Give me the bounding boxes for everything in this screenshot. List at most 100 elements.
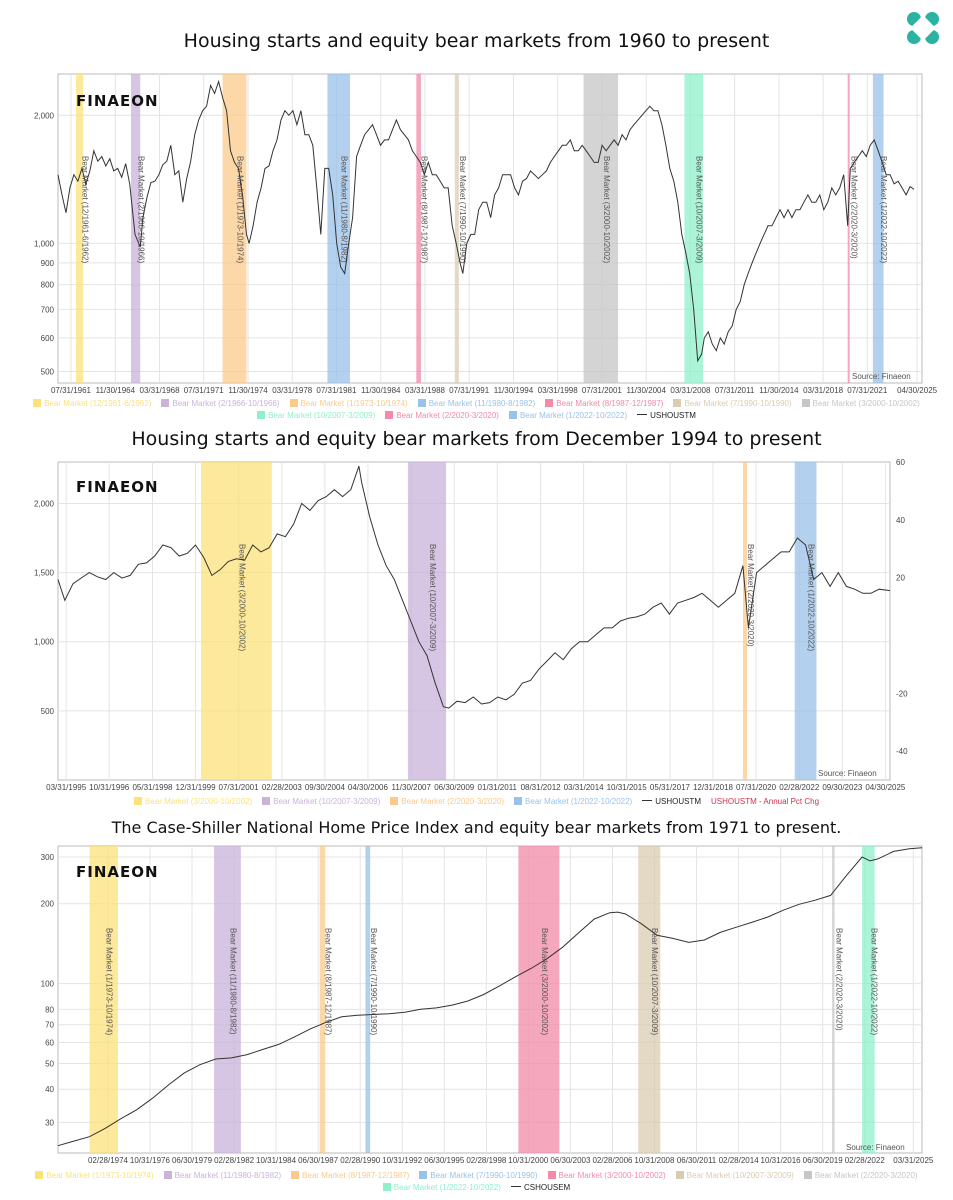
chart2-frame: [57, 461, 891, 781]
chart2-x-tick-label: 12/31/1999: [176, 783, 217, 792]
chart1-series-USHOUSTM: [57, 79, 915, 363]
legend-item[interactable]: Bear Market (1/2022-10/2022): [514, 796, 632, 808]
legend-label: Bear Market (8/1987-12/1987): [556, 399, 664, 408]
legend-item[interactable]: Bear Market (8/1987-12/1987): [291, 1170, 409, 1182]
chart1-bear-band-label: Bear Market (11/1980-8/1982): [340, 156, 349, 263]
chart3-y-tick-label: 100: [41, 980, 55, 989]
chart1-bear-band-label: Bear Market (2/1966-10/1966): [137, 156, 146, 264]
legend-item[interactable]: Bear Market (11/1980-8/1982): [417, 398, 535, 410]
legend-item[interactable]: Bear Market (10/2007-3/2009): [675, 1170, 794, 1182]
legend-label: USHOUSTM: [655, 797, 701, 806]
chart2-bear-band: [742, 462, 748, 780]
chart1-bear-band: [75, 74, 84, 383]
chart1-x-tick-label: 03/31/1988: [405, 386, 446, 395]
chart2-y-tick-label: 500: [41, 707, 55, 716]
chart1-x-tick-label: 07/31/1971: [184, 386, 225, 395]
chart3-y-tick-label: 200: [41, 900, 55, 909]
chart1-bear-band: [416, 74, 421, 383]
legend-item[interactable]: Bear Market (2/2020-3/2020): [390, 796, 504, 808]
legend-item[interactable]: CSHOUSEM: [510, 1182, 570, 1194]
legend-line-icon: [642, 800, 653, 801]
legend-item[interactable]: USHOUSTM: [637, 410, 696, 422]
chart1-x-tick-label: 07/31/1961: [51, 386, 92, 395]
chart1-bear-band: [684, 74, 704, 383]
chart2-y-tick-label: 1,500: [34, 569, 55, 578]
legend-item[interactable]: Bear Market (2/2020-3/2020): [385, 410, 499, 422]
legend-label: Bear Market (2/2020-3/2020): [396, 411, 499, 420]
chart2-x-tick-label: 05/31/1998: [132, 783, 173, 792]
chart3-series-CSHOUSEM: [57, 847, 923, 1147]
chart3-x-tick-label: 06/30/1987: [298, 1156, 339, 1165]
chart2-y2-tick-label: -20: [896, 689, 908, 698]
chart1-x-tick-label: 11/30/1984: [361, 386, 401, 395]
chart2-x-tick-label: 03/31/1995: [46, 783, 87, 792]
chart1-x-tick-label: 03/31/2018: [803, 386, 844, 395]
chart3-bear-band-label: Bear Market (1/1973-10/1974): [105, 928, 114, 1036]
chart1-x-tick-label: 03/31/1968: [140, 386, 181, 395]
chart2-title: Housing starts and equity bear markets f…: [131, 428, 822, 450]
chart1-bear-band-label: Bear Market (7/1990-10/1990): [458, 156, 467, 264]
legend-label: Bear Market (7/1990-10/1990): [430, 1171, 538, 1180]
chart3-legend: Bear Market (1/1973-10/1974) Bear Market …: [20, 1170, 933, 1194]
legend-item[interactable]: Bear Market (2/2020-3/2020): [803, 1170, 918, 1182]
chart3-logo: FINAEON: [76, 863, 159, 881]
chart1-bear-band: [327, 74, 350, 383]
legend-swatch: [675, 1171, 684, 1179]
chart2-x-tick-label: 09/30/2004: [305, 783, 346, 792]
legend-item[interactable]: Bear Market (1/2022-10/2022): [508, 410, 627, 422]
legend-item[interactable]: Bear Market (3/2000-10/2002): [133, 796, 252, 808]
legend-item[interactable]: Bear Market (1/1973-10/1974): [289, 398, 408, 410]
chart1-source: Source: Finaeon: [852, 372, 911, 381]
chart2-x-tick-label: 03/31/2014: [564, 783, 605, 792]
chart3-bear-band: [832, 846, 835, 1153]
chart1-bear-band-label: Bear Market (2/2020-3/2020): [850, 156, 859, 259]
legend-item[interactable]: USHOUSTM - Annual Pct Chg: [711, 796, 819, 808]
chart2-x-tick-label: 11/30/2007: [391, 783, 431, 792]
chart3-bear-band-label: Bear Market (11/1980-8/1982): [228, 928, 237, 1035]
chart3-x-tick-label: 10/31/2000: [508, 1156, 549, 1165]
chart3-x-tick-label: 10/31/2016: [761, 1156, 802, 1165]
chart1-x-tick-label: 07/31/1991: [449, 386, 490, 395]
chart3-bear-band: [365, 846, 371, 1153]
legend-item[interactable]: Bear Market (11/1980-8/1982): [163, 1170, 282, 1182]
legend-label: Bear Market (8/1987-12/1987): [302, 1171, 410, 1180]
chart2-series-USHOUSTM: [57, 465, 891, 709]
chart2-x-tick-label: 05/31/2017: [650, 783, 691, 792]
legend-item[interactable]: Bear Market (7/1990-10/1990): [673, 398, 792, 410]
chart3-x-tick-label: 02/28/1974: [88, 1156, 129, 1165]
legend-item[interactable]: Bear Market (10/2007-3/2009): [262, 796, 380, 808]
chart1-bear-band-label: Bear Market (8/1987-12/1987): [420, 156, 429, 264]
legend-label: Bear Market (1/2022-10/2022): [393, 1183, 501, 1192]
chart3-bear-band: [862, 846, 875, 1153]
legend-label: Bear Market (10/2007-3/2009): [686, 1171, 794, 1180]
legend-item[interactable]: Bear Market (12/1961-6/1962): [33, 398, 151, 410]
legend-swatch: [161, 399, 170, 407]
legend-item[interactable]: Bear Market (3/2000-10/2002): [547, 1170, 666, 1182]
legend-item[interactable]: USHOUSTM: [642, 796, 701, 808]
chart3-x-tick-label: 06/30/1979: [172, 1156, 213, 1165]
legend-label: Bear Market (11/1980-8/1982): [174, 1171, 282, 1180]
legend-item[interactable]: Bear Market (8/1987-12/1987): [545, 398, 663, 410]
legend-label: Bear Market (2/2020-3/2020): [814, 1171, 918, 1180]
chart2-bear-band-label: Bear Market (10/2007-3/2009): [428, 544, 437, 652]
legend-item[interactable]: Bear Market (10/2007-3/2009): [257, 410, 375, 422]
legend-label: Bear Market (3/2000-10/2002): [812, 399, 920, 408]
legend-label: Bear Market (12/1961-6/1962): [44, 399, 152, 408]
chart2-x-tick-label: 10/31/1996: [89, 783, 130, 792]
chart2-x-tick-label: 07/31/2001: [219, 783, 260, 792]
legend-item[interactable]: Bear Market (1/1973-10/1974): [35, 1170, 154, 1182]
chart1-bear-band-label: Bear Market (1/1973-10/1974): [236, 156, 245, 264]
chart3-x-tick-label: 02/28/1998: [466, 1156, 507, 1165]
legend-swatch: [419, 1171, 428, 1179]
chart3-y-tick-label: 300: [41, 853, 55, 862]
legend-item[interactable]: Bear Market (2/1966-10/1966): [161, 398, 280, 410]
legend-swatch: [803, 1171, 812, 1179]
legend-item[interactable]: Bear Market (1/2022-10/2022): [382, 1182, 501, 1194]
legend-item[interactable]: Bear Market (7/1990-10/1990): [419, 1170, 538, 1182]
chart1-y-tick-label: 700: [41, 305, 55, 314]
chart1-bear-band: [583, 74, 619, 383]
legend-item[interactable]: Bear Market (3/2000-10/2002): [801, 398, 920, 410]
chart2-x-tick-label: 04/30/2006: [348, 783, 389, 792]
chart1-x-tick-label: 11/30/1964: [96, 386, 136, 395]
